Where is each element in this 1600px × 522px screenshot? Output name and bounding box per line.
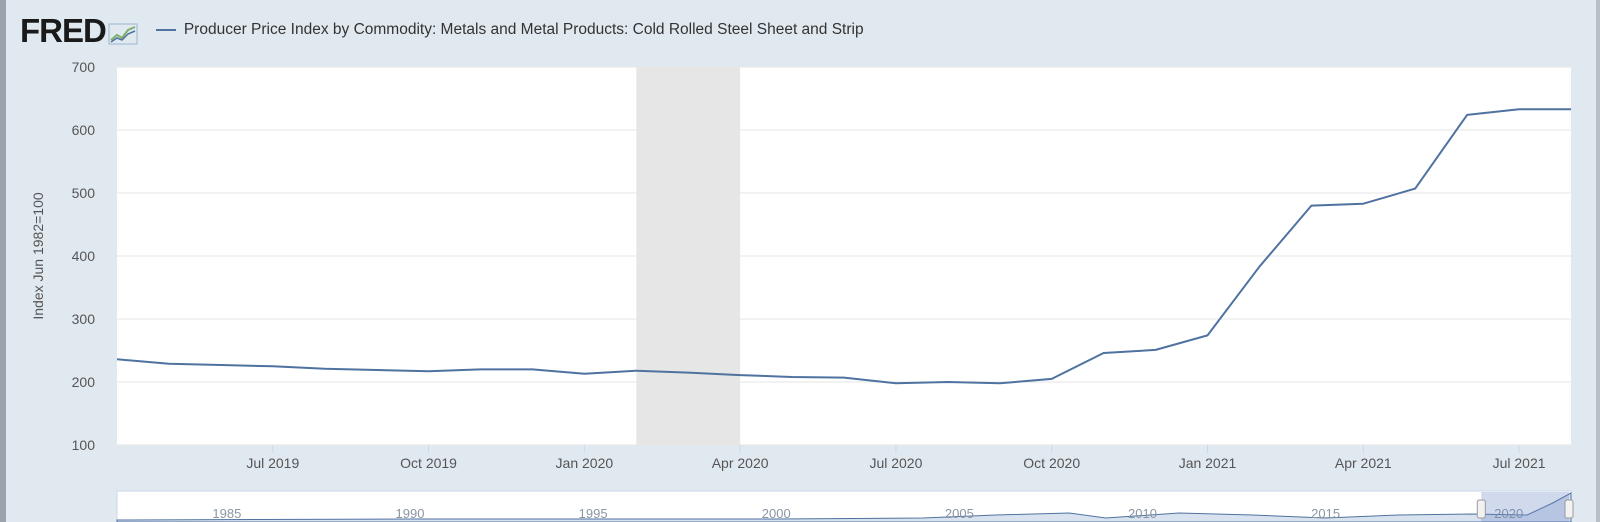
- data-point[interactable]: [215, 359, 227, 371]
- legend-line-swatch: [155, 29, 176, 31]
- x-tick-label: Apr 2021: [1335, 455, 1392, 471]
- fred-logo-text: FRED: [20, 11, 107, 49]
- data-point[interactable]: [163, 358, 175, 370]
- data-point[interactable]: [423, 365, 435, 377]
- navigator-tick-label: 2020: [1494, 506, 1523, 521]
- data-point[interactable]: [1202, 329, 1214, 341]
- data-point[interactable]: [1513, 103, 1525, 115]
- navigator-tick-label: 1990: [396, 506, 425, 521]
- navigator-background: [116, 490, 1572, 522]
- data-point[interactable]: [942, 376, 954, 388]
- data-point[interactable]: [1565, 103, 1577, 115]
- x-tick-label: Oct 2020: [1023, 455, 1080, 471]
- x-tick-label: Jul 2019: [246, 455, 299, 471]
- data-point[interactable]: [1461, 109, 1473, 121]
- data-point[interactable]: [475, 363, 487, 375]
- data-point[interactable]: [1046, 373, 1058, 385]
- navigator-tick-label: 1995: [579, 506, 608, 521]
- navigator-tick-label: 1985: [212, 506, 241, 521]
- data-point[interactable]: [786, 371, 798, 383]
- y-axis-title: Index Jun 1982=100: [30, 192, 46, 319]
- data-point[interactable]: [526, 363, 538, 375]
- trend-chart-icon: [108, 23, 138, 44]
- data-point[interactable]: [111, 353, 123, 365]
- y-tick-label: 300: [72, 311, 96, 327]
- series-title[interactable]: Producer Price Index by Commodity: Metal…: [183, 21, 864, 38]
- data-point[interactable]: [994, 377, 1006, 389]
- data-point[interactable]: [1150, 344, 1162, 356]
- data-point[interactable]: [319, 363, 331, 375]
- data-point[interactable]: [267, 360, 279, 372]
- data-point[interactable]: [1409, 183, 1421, 195]
- y-tick-label: 500: [72, 185, 96, 201]
- navigator[interactable]: 1985 1990 1995 2000 2005 2010 2015 2020: [116, 490, 1574, 522]
- navigator-left-handle[interactable]: [1476, 499, 1486, 519]
- series-line[interactable]: [116, 108, 1571, 385]
- x-tick-label: Oct 2019: [400, 455, 457, 471]
- x-tick-label: Jul 2020: [869, 455, 922, 471]
- y-tick-label: 600: [72, 122, 96, 138]
- navigator-tick-label: 2010: [1128, 506, 1157, 521]
- y-tick-label: 200: [72, 374, 96, 390]
- navigator-series-area: [116, 492, 1572, 522]
- data-point[interactable]: [682, 367, 694, 379]
- x-tick-label: Jan 2021: [1179, 455, 1237, 471]
- data-point[interactable]: [838, 372, 850, 384]
- navigator-selection[interactable]: [1481, 492, 1569, 522]
- x-tick-label: Jan 2020: [556, 455, 614, 471]
- fred-logo[interactable]: FRED: [20, 14, 138, 47]
- window-right-border: [1596, 0, 1600, 522]
- navigator-right-handle[interactable]: [1564, 499, 1574, 519]
- navigator-tick-label: 2000: [762, 506, 791, 521]
- window-left-border: [0, 0, 6, 522]
- data-point[interactable]: [734, 369, 746, 381]
- data-point[interactable]: [630, 365, 642, 377]
- x-tick-label: Jul 2021: [1493, 455, 1546, 471]
- data-point[interactable]: [1305, 200, 1317, 212]
- y-tick-label: 100: [72, 437, 96, 453]
- data-point[interactable]: [1098, 347, 1110, 359]
- data-point[interactable]: [1357, 198, 1369, 210]
- data-point[interactable]: [1253, 261, 1265, 273]
- navigator-tick-label: 2015: [1311, 506, 1340, 521]
- navigator-tick-label: 2005: [945, 506, 974, 521]
- y-tick-label: 700: [72, 59, 96, 75]
- data-point[interactable]: [890, 377, 902, 389]
- x-tick-label: Apr 2020: [712, 455, 769, 471]
- data-point[interactable]: [371, 364, 383, 376]
- data-point[interactable]: [578, 368, 590, 380]
- chart-header: FRED Producer Price Index by Commodity: …: [20, 8, 864, 52]
- y-tick-label: 400: [72, 248, 96, 264]
